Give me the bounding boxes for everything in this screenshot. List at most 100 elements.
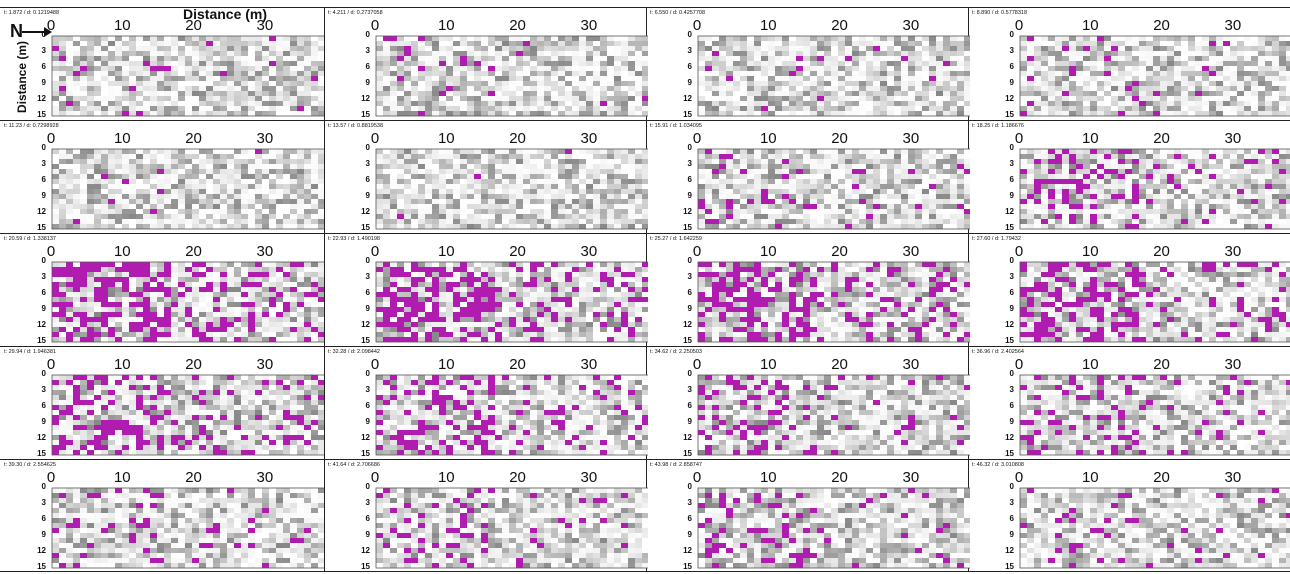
heatmap-cell — [115, 199, 122, 204]
heatmap-cell — [439, 209, 446, 214]
heatmap-cell — [311, 81, 318, 86]
heatmap-cell — [915, 96, 922, 101]
heatmap-cell — [936, 159, 943, 164]
heatmap-cell — [537, 91, 544, 96]
heatmap-cell — [698, 86, 705, 91]
heatmap-cell — [859, 204, 866, 209]
heatmap-cell — [171, 46, 178, 51]
heatmap-cell — [474, 224, 481, 229]
heatmap-cell — [1174, 106, 1181, 111]
heatmap-cell — [957, 91, 964, 96]
heatmap-cell — [516, 159, 523, 164]
heatmap-cell — [1111, 194, 1118, 199]
heatmap-cell — [873, 189, 880, 194]
heatmap-cell — [1090, 56, 1097, 61]
heatmap-cell — [733, 224, 740, 229]
heatmap-cell — [831, 194, 838, 199]
heatmap-cell — [1055, 199, 1062, 204]
heatmap-cell — [516, 169, 523, 174]
heatmap-cell — [1097, 96, 1104, 101]
heatmap-cell — [509, 149, 516, 154]
heatmap-cell — [1272, 91, 1279, 96]
heatmap-cell — [824, 66, 831, 71]
y-tick-label: 6 — [41, 175, 46, 184]
heatmap-cell — [516, 86, 523, 91]
heatmap-cell — [481, 159, 488, 164]
heatmap-cell — [411, 106, 418, 111]
heatmap-cell — [1272, 111, 1279, 116]
heatmap-cell — [516, 51, 523, 56]
heatmap-cell — [1181, 209, 1188, 214]
heatmap-cell — [607, 81, 614, 86]
heatmap-cell — [628, 56, 635, 61]
heatmap-cell — [698, 194, 705, 199]
heatmap-cell — [185, 56, 192, 61]
heatmap-cell — [1062, 41, 1069, 46]
heatmap-cell — [87, 154, 94, 159]
heatmap-cell — [810, 41, 817, 46]
heatmap-cell — [157, 111, 164, 116]
heatmap-cell — [297, 194, 304, 199]
heatmap-cell — [705, 106, 712, 111]
heatmap-cell — [698, 214, 705, 219]
heatmap-cell — [831, 36, 838, 41]
heatmap-cell — [502, 204, 509, 209]
heatmap-cell — [831, 164, 838, 169]
heatmap-cell — [248, 61, 255, 66]
heatmap-cell — [1062, 159, 1069, 164]
heatmap-cell — [516, 204, 523, 209]
heatmap-cell — [467, 149, 474, 154]
heatmap-cell — [115, 154, 122, 159]
heatmap-cell — [866, 149, 873, 154]
heatmap-cell — [537, 199, 544, 204]
heatmap-cell — [810, 154, 817, 159]
heatmap-cell — [509, 56, 516, 61]
heatmap-cell — [929, 204, 936, 209]
heatmap-cell — [453, 154, 460, 159]
heatmap-cell — [157, 199, 164, 204]
heatmap-cell — [1167, 96, 1174, 101]
heatmap-cell — [817, 111, 824, 116]
heatmap-cell — [122, 66, 129, 71]
heatmap-cell — [248, 204, 255, 209]
heatmap-cell — [593, 36, 600, 41]
heatmap-cell — [1076, 174, 1083, 179]
heatmap-cell — [523, 111, 530, 116]
heatmap-cell — [94, 199, 101, 204]
heatmap-cell — [488, 56, 495, 61]
heatmap-cell — [1244, 46, 1251, 51]
heatmap-cell — [1034, 174, 1041, 179]
heatmap-cell — [248, 71, 255, 76]
heatmap-cell — [411, 81, 418, 86]
heatmap-cell — [642, 189, 648, 194]
heatmap-cell — [66, 194, 73, 199]
heatmap-cell — [1069, 159, 1076, 164]
heatmap-cell — [775, 179, 782, 184]
heatmap-cell — [803, 81, 810, 86]
heatmap-cell — [411, 71, 418, 76]
heatmap-cell — [1153, 204, 1160, 209]
heatmap-cell — [719, 169, 726, 174]
heatmap-cell — [775, 81, 782, 86]
heatmap-cell — [488, 36, 495, 41]
heatmap-cell — [530, 111, 537, 116]
heatmap-cell — [572, 174, 579, 179]
heatmap-cell — [1160, 71, 1167, 76]
heatmap-cell — [1230, 209, 1237, 214]
heatmap-cell — [1258, 66, 1265, 71]
heatmap-cell — [1202, 159, 1209, 164]
heatmap-cell — [908, 204, 915, 209]
heatmap-cell — [726, 159, 733, 164]
heatmap-cell — [859, 149, 866, 154]
heatmap-cell — [474, 91, 481, 96]
heatmap-cell — [810, 209, 817, 214]
heatmap-cell — [614, 209, 621, 214]
heatmap-cell — [213, 199, 220, 204]
heatmap-cell — [1062, 46, 1069, 51]
heatmap-cell — [929, 91, 936, 96]
heatmap-cell — [1188, 101, 1195, 106]
heatmap-cell — [523, 101, 530, 106]
heatmap-cell — [418, 56, 425, 61]
heatmap-cell — [290, 46, 297, 51]
heatmap-cell — [108, 41, 115, 46]
